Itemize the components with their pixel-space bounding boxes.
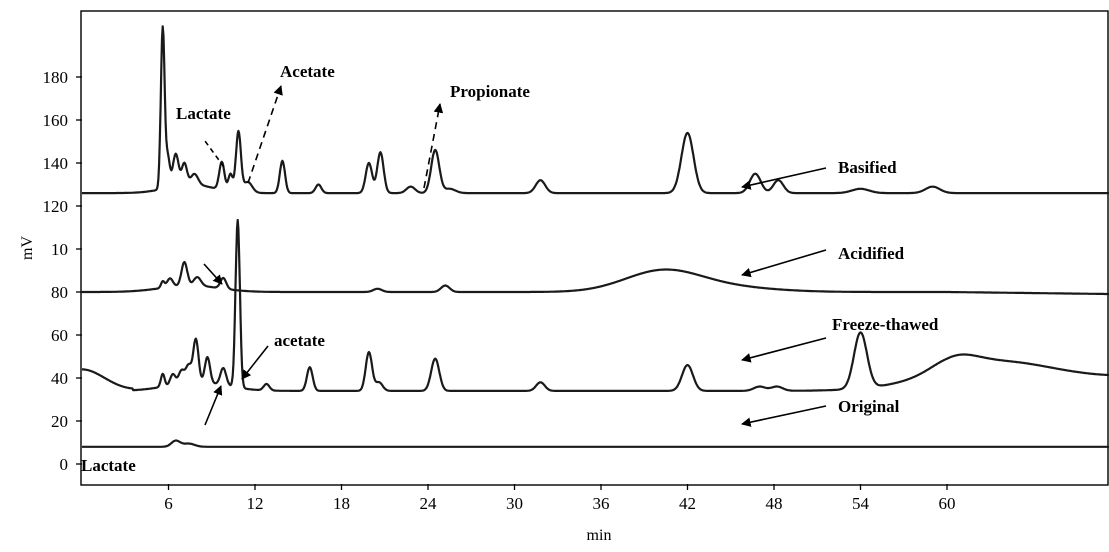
annotation-lactate: Lactate: [81, 456, 136, 475]
x-tick-label: 48: [766, 494, 783, 513]
annotation-acetate: Acetate: [280, 62, 335, 81]
y-tick-label: 10: [51, 240, 68, 259]
x-tick-label: 6: [164, 494, 173, 513]
y-tick-label: 20: [51, 412, 68, 431]
annotation-original: Original: [838, 397, 900, 416]
lactate-lower-arrow: [204, 385, 223, 426]
trace-acidified: [81, 260, 1109, 296]
basified-arrow: [741, 167, 827, 190]
y-tick-label: 40: [51, 369, 68, 388]
annotation-freeze-thawed: Freeze-thawed: [832, 315, 939, 334]
plot-frame: [80, 10, 1109, 486]
freeze-thawed-arrow: [741, 337, 827, 363]
acidified-peak-arrow: [203, 263, 223, 285]
y-axis-label: mV: [19, 236, 36, 260]
trace-basified: [81, 25, 1109, 195]
trace-original: [81, 439, 1109, 448]
annotation-labels: Acetate Lactate Propionate Basified Acidifie…: [81, 62, 939, 475]
annotation-acidified: Acidified: [838, 244, 905, 263]
x-tick-label: 60: [939, 494, 956, 513]
x-tick-label: 12: [247, 494, 264, 513]
original-arrow: [741, 405, 827, 427]
x-axis-label: min: [587, 527, 612, 544]
x-tick-label: 36: [593, 494, 610, 513]
y-tick-label: 60: [51, 326, 68, 345]
y-tick-label: 80: [51, 283, 68, 302]
y-tick-label: 180: [43, 68, 69, 87]
annotation-acetate: acetate: [274, 331, 325, 350]
acetate-arrow: [247, 85, 283, 184]
y-tick-label: 0: [60, 455, 69, 474]
propionate-arrow: [423, 103, 444, 189]
acetate-lower-arrow: [241, 345, 269, 380]
annotation-lactate: Lactate: [176, 104, 231, 123]
x-tick-label: 54: [852, 494, 870, 513]
lactate-leader: [204, 140, 225, 168]
x-tick-label: 30: [506, 494, 523, 513]
traces: [81, 25, 1109, 448]
y-tick-label: 140: [43, 154, 69, 173]
x-tick-label: 18: [333, 494, 350, 513]
y-axis-ticks: 0 20 40 60 80 10 120 140 160 180: [43, 68, 82, 474]
y-tick-label: 120: [43, 197, 69, 216]
acidified-arrow: [741, 249, 827, 278]
x-tick-label: 42: [679, 494, 696, 513]
annotation-basified: Basified: [838, 158, 897, 177]
x-axis-ticks: 6 12 18 24 30 36 42 48 54 60: [164, 484, 956, 513]
x-tick-label: 24: [420, 494, 438, 513]
y-tick-label: 160: [43, 111, 69, 130]
annotation-arrows: [203, 85, 827, 427]
annotation-propionate: Propionate: [450, 82, 530, 101]
trace-freeze-thawed: [81, 218, 1109, 392]
